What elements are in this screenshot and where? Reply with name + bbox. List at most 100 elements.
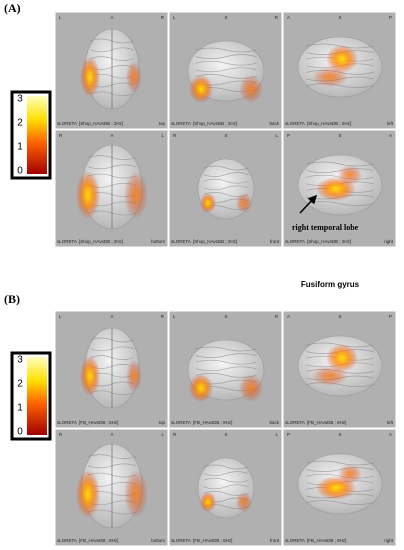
- contrast-label: [Shop_HAvsDB ; 2Hz]: [193, 121, 237, 126]
- activation: [312, 67, 348, 87]
- gyrus: [195, 353, 257, 358]
- activation: [236, 193, 252, 213]
- orientation-label: P: [389, 15, 392, 20]
- orientation-label: R: [275, 314, 279, 319]
- orientation-label: L: [59, 314, 62, 319]
- method-label: sLORETA: [57, 121, 77, 126]
- contrast-label: [Shop_HAvsDB ; 2Hz]: [193, 239, 237, 244]
- orientation-label: R: [275, 15, 279, 20]
- gyrus: [195, 67, 257, 73]
- orientation-label: A: [110, 432, 113, 437]
- activation: [200, 492, 216, 512]
- annotation-arrow: [299, 194, 318, 214]
- activation: [239, 374, 263, 402]
- activation: [124, 470, 148, 518]
- orientation-label: S: [224, 432, 227, 437]
- orientation-label: R: [59, 432, 63, 437]
- colorbar-tick-label: 1: [17, 403, 23, 414]
- view-label: left: [387, 121, 394, 126]
- method-label: sLORETA: [171, 538, 191, 543]
- gyrus: [203, 471, 249, 476]
- gyrus: [203, 172, 249, 177]
- colorbar-tick-label: 0: [17, 427, 23, 438]
- view-label: bottom: [151, 538, 165, 543]
- orientation-label: S: [338, 15, 341, 20]
- activation: [312, 366, 348, 386]
- orientation-label: L: [275, 432, 278, 437]
- method-label: sLORETA: [285, 420, 305, 425]
- gyrus: [306, 500, 374, 505]
- contrast-label: [FB_HAvsDB ; 8Hz]: [79, 420, 118, 425]
- orientation-label: L: [59, 15, 62, 20]
- view-label: right: [384, 239, 394, 244]
- activation: [200, 193, 216, 213]
- gyrus: [195, 60, 257, 66]
- contrast-label: [Shop_HAvsDB ; 2Hz]: [307, 121, 351, 126]
- orientation-label: L: [161, 133, 164, 138]
- method-label: sLORETA: [57, 420, 77, 425]
- activation: [236, 492, 252, 512]
- gyrus: [306, 83, 374, 88]
- orientation-label: L: [161, 432, 164, 437]
- colorbar-tick-label: 0: [17, 166, 23, 177]
- orientation-label: A: [110, 15, 113, 20]
- contrast-label: [Shop_HAvsDB ; 2Hz]: [307, 239, 351, 244]
- gyrus: [195, 47, 257, 53]
- view-label: top: [159, 420, 166, 425]
- view-label: left: [387, 420, 394, 425]
- gyrus: [203, 464, 249, 470]
- activation: [126, 61, 142, 93]
- view-label: front: [270, 239, 280, 244]
- method-label: sLORETA: [57, 538, 77, 543]
- gyrus: [306, 460, 374, 466]
- orientation-label: A: [287, 15, 290, 20]
- activation: [126, 360, 142, 392]
- orientation-label: S: [224, 133, 227, 138]
- contrast-label: [Shop_HAvsDB ; 2Hz]: [79, 239, 123, 244]
- method-label: sLORETA: [57, 239, 77, 244]
- gyrus: [195, 346, 257, 352]
- orientation-label: P: [389, 314, 392, 319]
- activation: [239, 75, 263, 103]
- gyrus: [306, 161, 374, 167]
- colorbar-tick-label: 2: [17, 118, 23, 129]
- gyrus: [203, 165, 249, 171]
- gyrus: [306, 382, 374, 387]
- activation: [80, 356, 100, 396]
- gyrus: [203, 477, 249, 483]
- orientation-label: R: [161, 15, 165, 20]
- contrast-label: [FB_HAvsDB ; 8Hz]: [193, 420, 232, 425]
- orientation-label: L: [173, 314, 176, 319]
- activation: [76, 470, 100, 518]
- activation: [124, 171, 148, 219]
- colorbar: [27, 357, 47, 435]
- activation: [76, 171, 100, 219]
- method-label: sLORETA: [171, 420, 191, 425]
- activation: [338, 165, 362, 185]
- view-label: back: [269, 121, 279, 126]
- contrast-label: [Shop_HAvsDB ; 2Hz]: [79, 121, 123, 126]
- colorbar-tick-label: 2: [17, 379, 23, 390]
- activation: [189, 374, 213, 402]
- gyrus: [195, 359, 257, 365]
- activation: [326, 45, 358, 73]
- view-label: front: [270, 538, 280, 543]
- activation: [326, 344, 358, 372]
- view-label: back: [269, 420, 279, 425]
- contrast-label: [FB_HAvsDB ; 8Hz]: [307, 420, 346, 425]
- orientation-label: L: [173, 15, 176, 20]
- view-label: bottom: [151, 239, 165, 244]
- orientation-label: S: [338, 432, 341, 437]
- orientation-label: R: [173, 432, 177, 437]
- view-label: top: [159, 121, 166, 126]
- activation: [338, 464, 362, 484]
- orientation-label: A: [110, 133, 113, 138]
- method-label: sLORETA: [285, 538, 305, 543]
- colorbar-tick-label: 3: [17, 94, 23, 105]
- orientation-label: R: [173, 133, 177, 138]
- panel-title: Fusiform gyrus: [301, 280, 360, 289]
- orientation-label: A: [389, 133, 392, 138]
- gyrus: [195, 54, 257, 59]
- orientation-label: S: [224, 314, 227, 319]
